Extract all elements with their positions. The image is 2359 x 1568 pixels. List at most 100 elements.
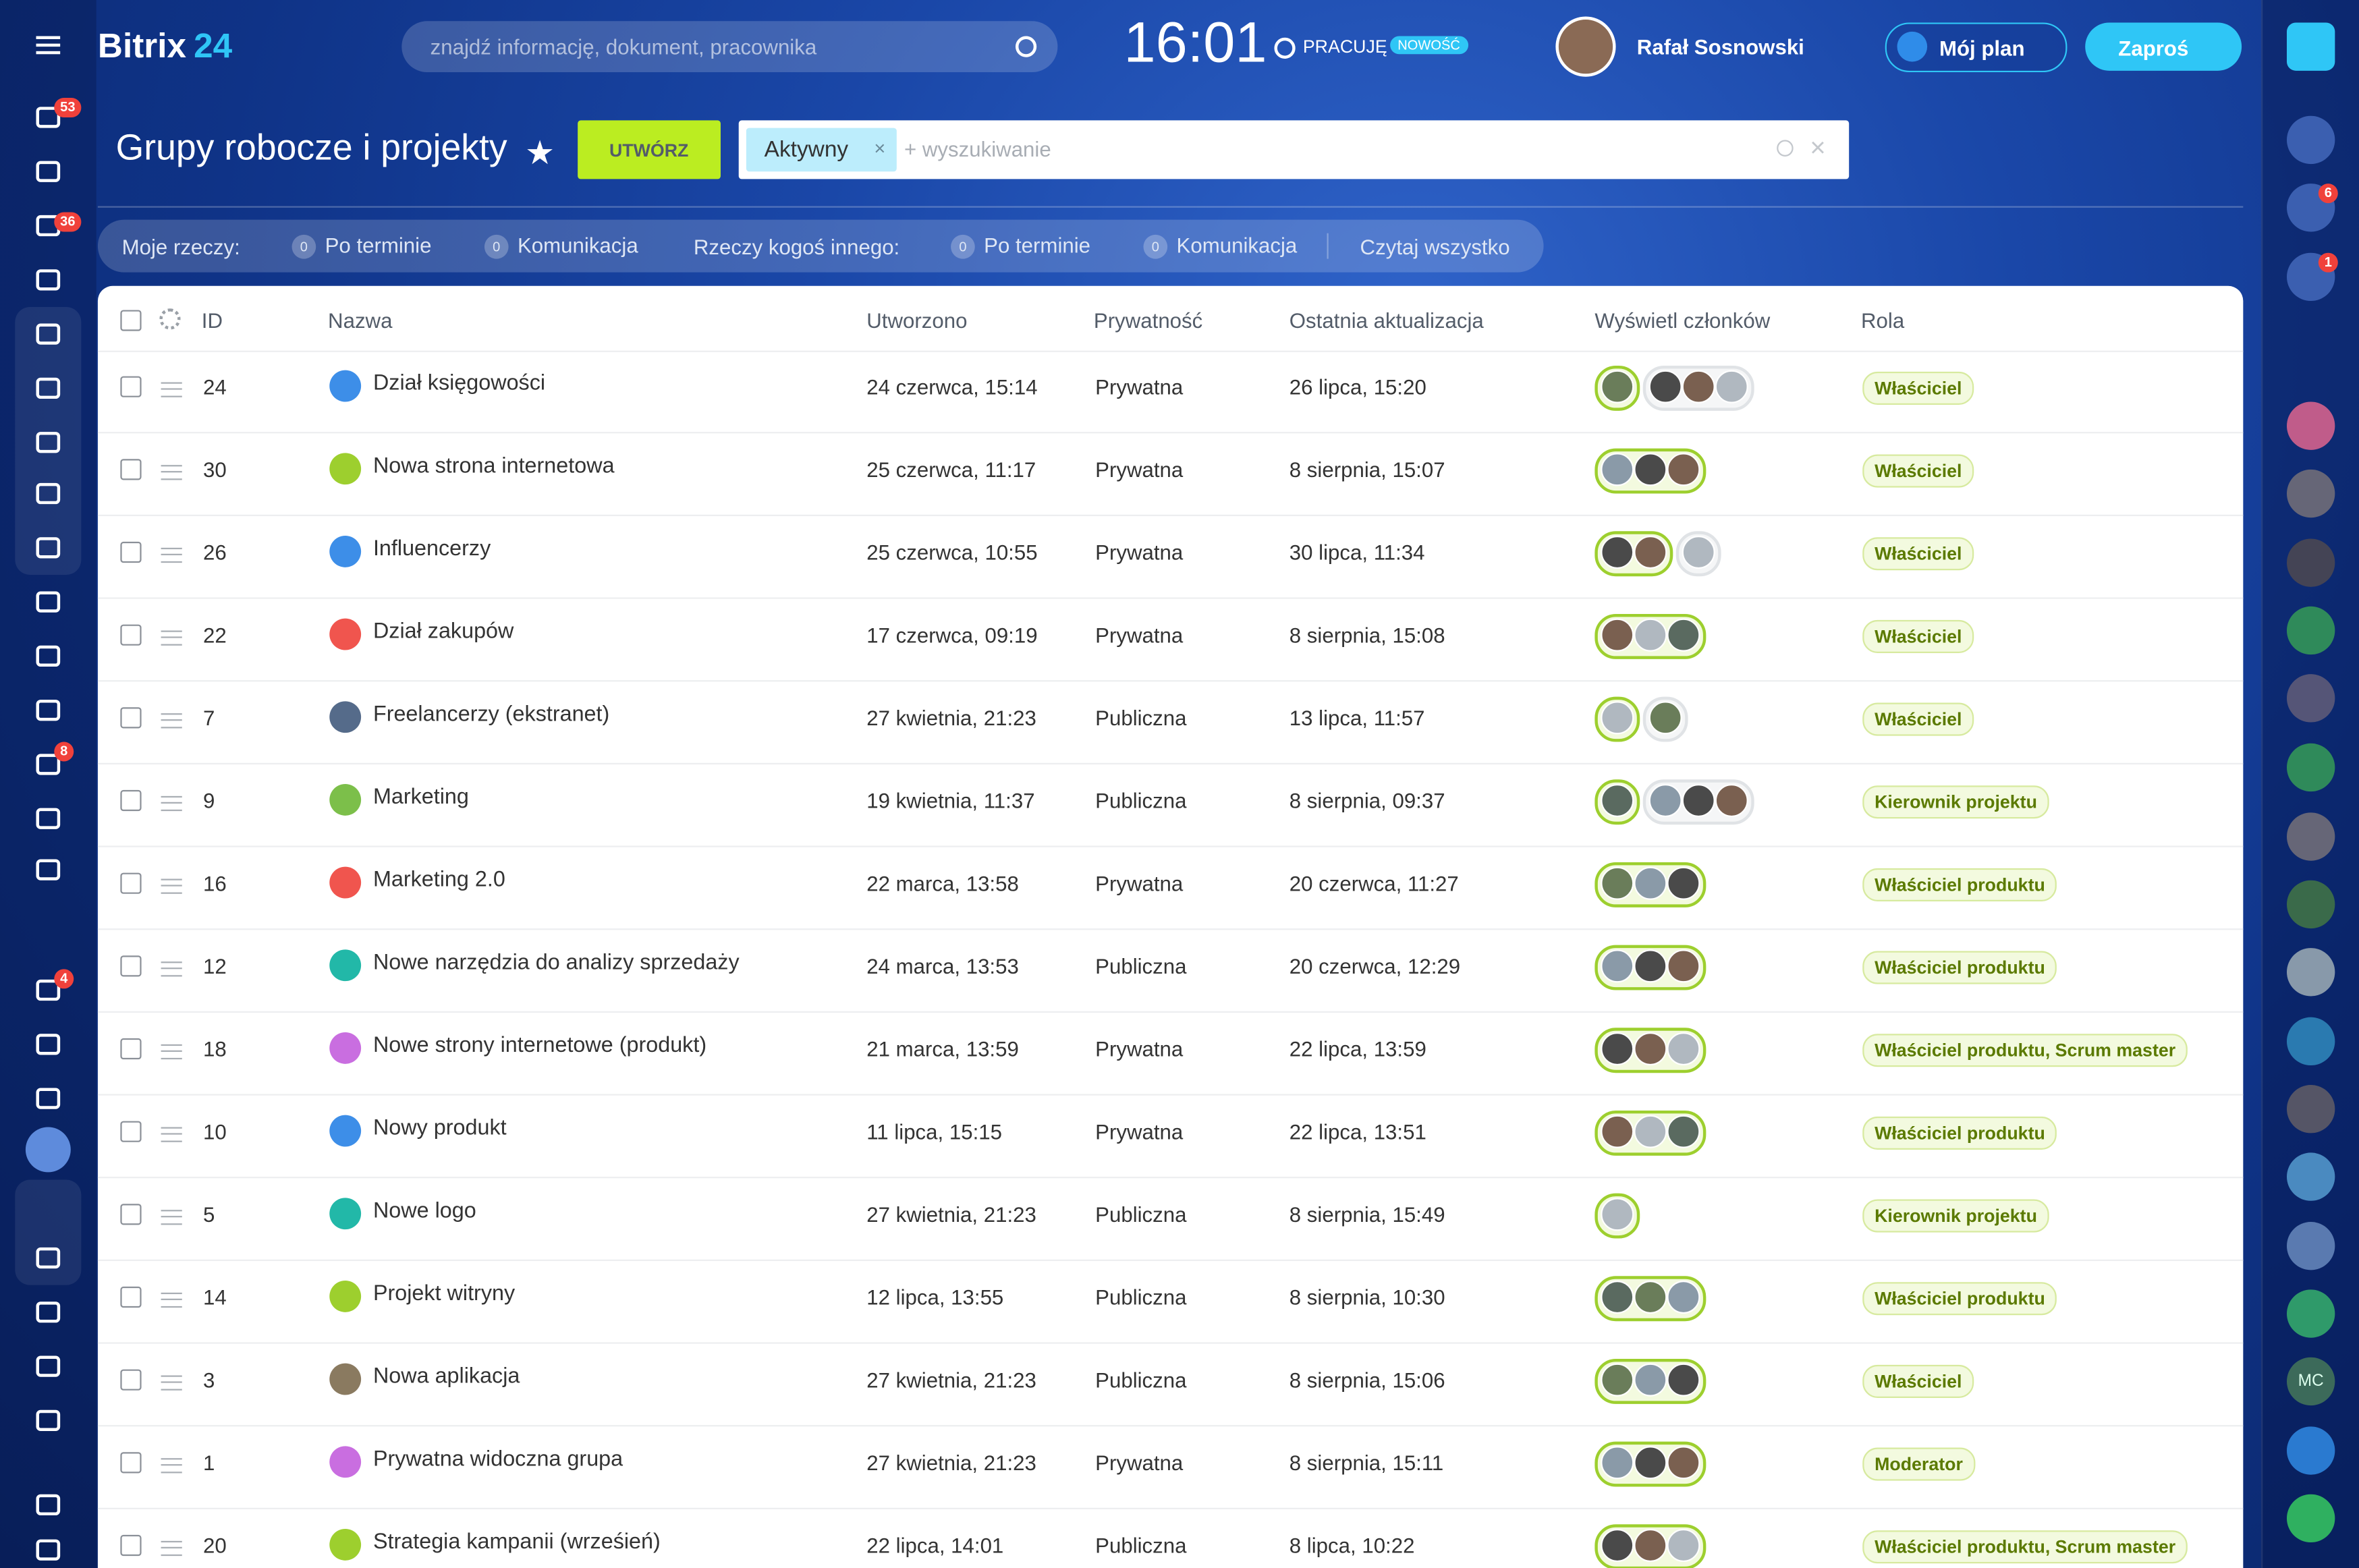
counter-item[interactable]: 0 Komunikacja: [1143, 233, 1297, 259]
menu-icon[interactable]: [36, 36, 61, 55]
right-sidebar-item[interactable]: [2286, 1017, 2335, 1066]
row-checkbox[interactable]: [120, 1534, 142, 1557]
row-checkbox[interactable]: [120, 1038, 142, 1060]
row-drag-handle[interactable]: [161, 630, 182, 646]
sidebar-icon[interactable]: [36, 591, 61, 613]
member-avatar[interactable]: [1601, 866, 1634, 900]
row-checkbox[interactable]: [120, 872, 142, 894]
counter-item[interactable]: 0 Komunikacja: [484, 233, 638, 259]
row-checkbox[interactable]: [120, 541, 142, 563]
sidebar-icon[interactable]: [36, 482, 61, 505]
row-drag-handle[interactable]: [161, 465, 182, 480]
group-name[interactable]: Nowa strona internetowa: [372, 454, 615, 479]
right-sidebar-item[interactable]: [2286, 674, 2335, 723]
filter-search-icon[interactable]: [1777, 140, 1794, 157]
group-name[interactable]: Strategia kampanii (wrześień): [372, 1530, 661, 1555]
members-owner-group[interactable]: [1594, 779, 1640, 825]
header-checkbox[interactable]: [120, 310, 142, 331]
right-sidebar-item[interactable]: [2286, 812, 2335, 861]
right-sidebar-item[interactable]: [2286, 743, 2335, 792]
member-avatar[interactable]: [1667, 453, 1700, 486]
group-name[interactable]: Prywatna widoczna grupa: [372, 1447, 623, 1472]
right-sidebar-item[interactable]: [2286, 115, 2335, 165]
member-avatar[interactable]: [1601, 370, 1634, 403]
group-name[interactable]: Nowe narzędzia do analizy sprzedaży: [372, 951, 740, 976]
column-header[interactable]: Prywatność: [1093, 308, 1203, 333]
sidebar-icon[interactable]: [36, 1034, 61, 1055]
sidebar-icon[interactable]: [36, 808, 61, 829]
member-avatar[interactable]: [1648, 701, 1682, 735]
column-header[interactable]: Ostatnia aktualizacja: [1289, 308, 1484, 333]
member-avatar[interactable]: [1634, 949, 1667, 983]
members-owner-group[interactable]: [1594, 613, 1706, 659]
member-avatar[interactable]: [1601, 535, 1634, 569]
group-name[interactable]: Marketing: [372, 785, 469, 810]
sidebar-icon[interactable]: [36, 1301, 61, 1323]
row-drag-handle[interactable]: [161, 961, 182, 977]
right-sidebar-item[interactable]: [2286, 1494, 2335, 1543]
column-header[interactable]: Rola: [1861, 308, 1905, 333]
member-avatar[interactable]: [1667, 1363, 1700, 1397]
members-owner-group[interactable]: [1594, 1358, 1706, 1404]
group-name[interactable]: Dział księgowości: [372, 371, 546, 396]
member-avatar[interactable]: [1682, 783, 1715, 818]
right-sidebar-item[interactable]: [2287, 328, 2335, 376]
row-drag-handle[interactable]: [161, 878, 182, 894]
member-avatar[interactable]: [1648, 370, 1682, 403]
members-owner-group[interactable]: [1594, 945, 1706, 990]
row-drag-handle[interactable]: [161, 1292, 182, 1308]
logo[interactable]: Bitrix 24: [98, 26, 232, 66]
member-avatar[interactable]: [1601, 949, 1634, 983]
row-drag-handle[interactable]: [161, 547, 182, 563]
member-avatar[interactable]: [1601, 701, 1634, 735]
member-avatar[interactable]: [1634, 535, 1667, 569]
create-button[interactable]: UTWÓRZ: [578, 120, 721, 179]
member-avatar[interactable]: [1667, 1280, 1700, 1314]
sidebar-icon[interactable]: [36, 432, 61, 453]
row-checkbox[interactable]: [120, 1369, 142, 1391]
right-sidebar-item[interactable]: [2286, 401, 2335, 450]
right-sidebar-item[interactable]: [2286, 1222, 2335, 1270]
members-owner-group[interactable]: [1594, 1193, 1640, 1239]
right-sidebar-item[interactable]: [2286, 1152, 2335, 1201]
member-avatar[interactable]: [1634, 453, 1667, 486]
members-owner-group[interactable]: [1594, 1110, 1706, 1156]
member-avatar[interactable]: [1667, 1528, 1700, 1563]
member-avatar[interactable]: [1634, 1528, 1667, 1563]
group-name[interactable]: Nowe strony internetowe (produkt): [372, 1034, 707, 1058]
global-search[interactable]: znajdź informację, dokument, pracownika: [401, 21, 1058, 73]
sidebar-icon[interactable]: [36, 754, 61, 775]
sidebar-icon[interactable]: [36, 161, 61, 182]
member-avatar[interactable]: [1601, 1280, 1634, 1314]
member-avatar[interactable]: [1667, 949, 1700, 983]
row-drag-handle[interactable]: [161, 1127, 182, 1142]
sidebar-icon[interactable]: [36, 1494, 61, 1515]
row-drag-handle[interactable]: [161, 1458, 182, 1474]
right-sidebar-item[interactable]: MC: [2286, 1357, 2335, 1406]
member-avatar[interactable]: [1667, 618, 1700, 652]
filter-clear[interactable]: ×: [1810, 132, 1826, 163]
right-sidebar-item[interactable]: [2286, 1289, 2335, 1338]
filter-box[interactable]: Aktywny × + wyszukiwanie ×: [738, 120, 1850, 179]
member-avatar[interactable]: [1601, 453, 1634, 486]
sidebar-icon[interactable]: [36, 377, 61, 399]
member-avatar[interactable]: [1634, 1115, 1667, 1148]
member-avatar[interactable]: [1667, 866, 1700, 900]
right-sidebar-item[interactable]: [2286, 1426, 2335, 1475]
sidebar-icon[interactable]: [36, 1088, 61, 1109]
right-sidebar-item[interactable]: [2286, 538, 2335, 587]
sidebar-icon[interactable]: [36, 107, 61, 128]
work-status[interactable]: PRACUJĘ: [1302, 36, 1387, 57]
members-group[interactable]: [1642, 779, 1754, 825]
filter-chip-remove[interactable]: ×: [874, 136, 886, 160]
right-sidebar-item[interactable]: [2286, 606, 2335, 655]
members-owner-group[interactable]: [1594, 365, 1640, 411]
member-avatar[interactable]: [1601, 1446, 1634, 1480]
member-avatar[interactable]: [1667, 1446, 1700, 1480]
member-avatar[interactable]: [1667, 1115, 1700, 1148]
group-name[interactable]: Nowa aplikacja: [372, 1364, 520, 1389]
row-checkbox[interactable]: [120, 459, 142, 480]
member-avatar[interactable]: [1634, 1446, 1667, 1480]
members-owner-group[interactable]: [1594, 862, 1706, 907]
member-avatar[interactable]: [1634, 1280, 1667, 1314]
